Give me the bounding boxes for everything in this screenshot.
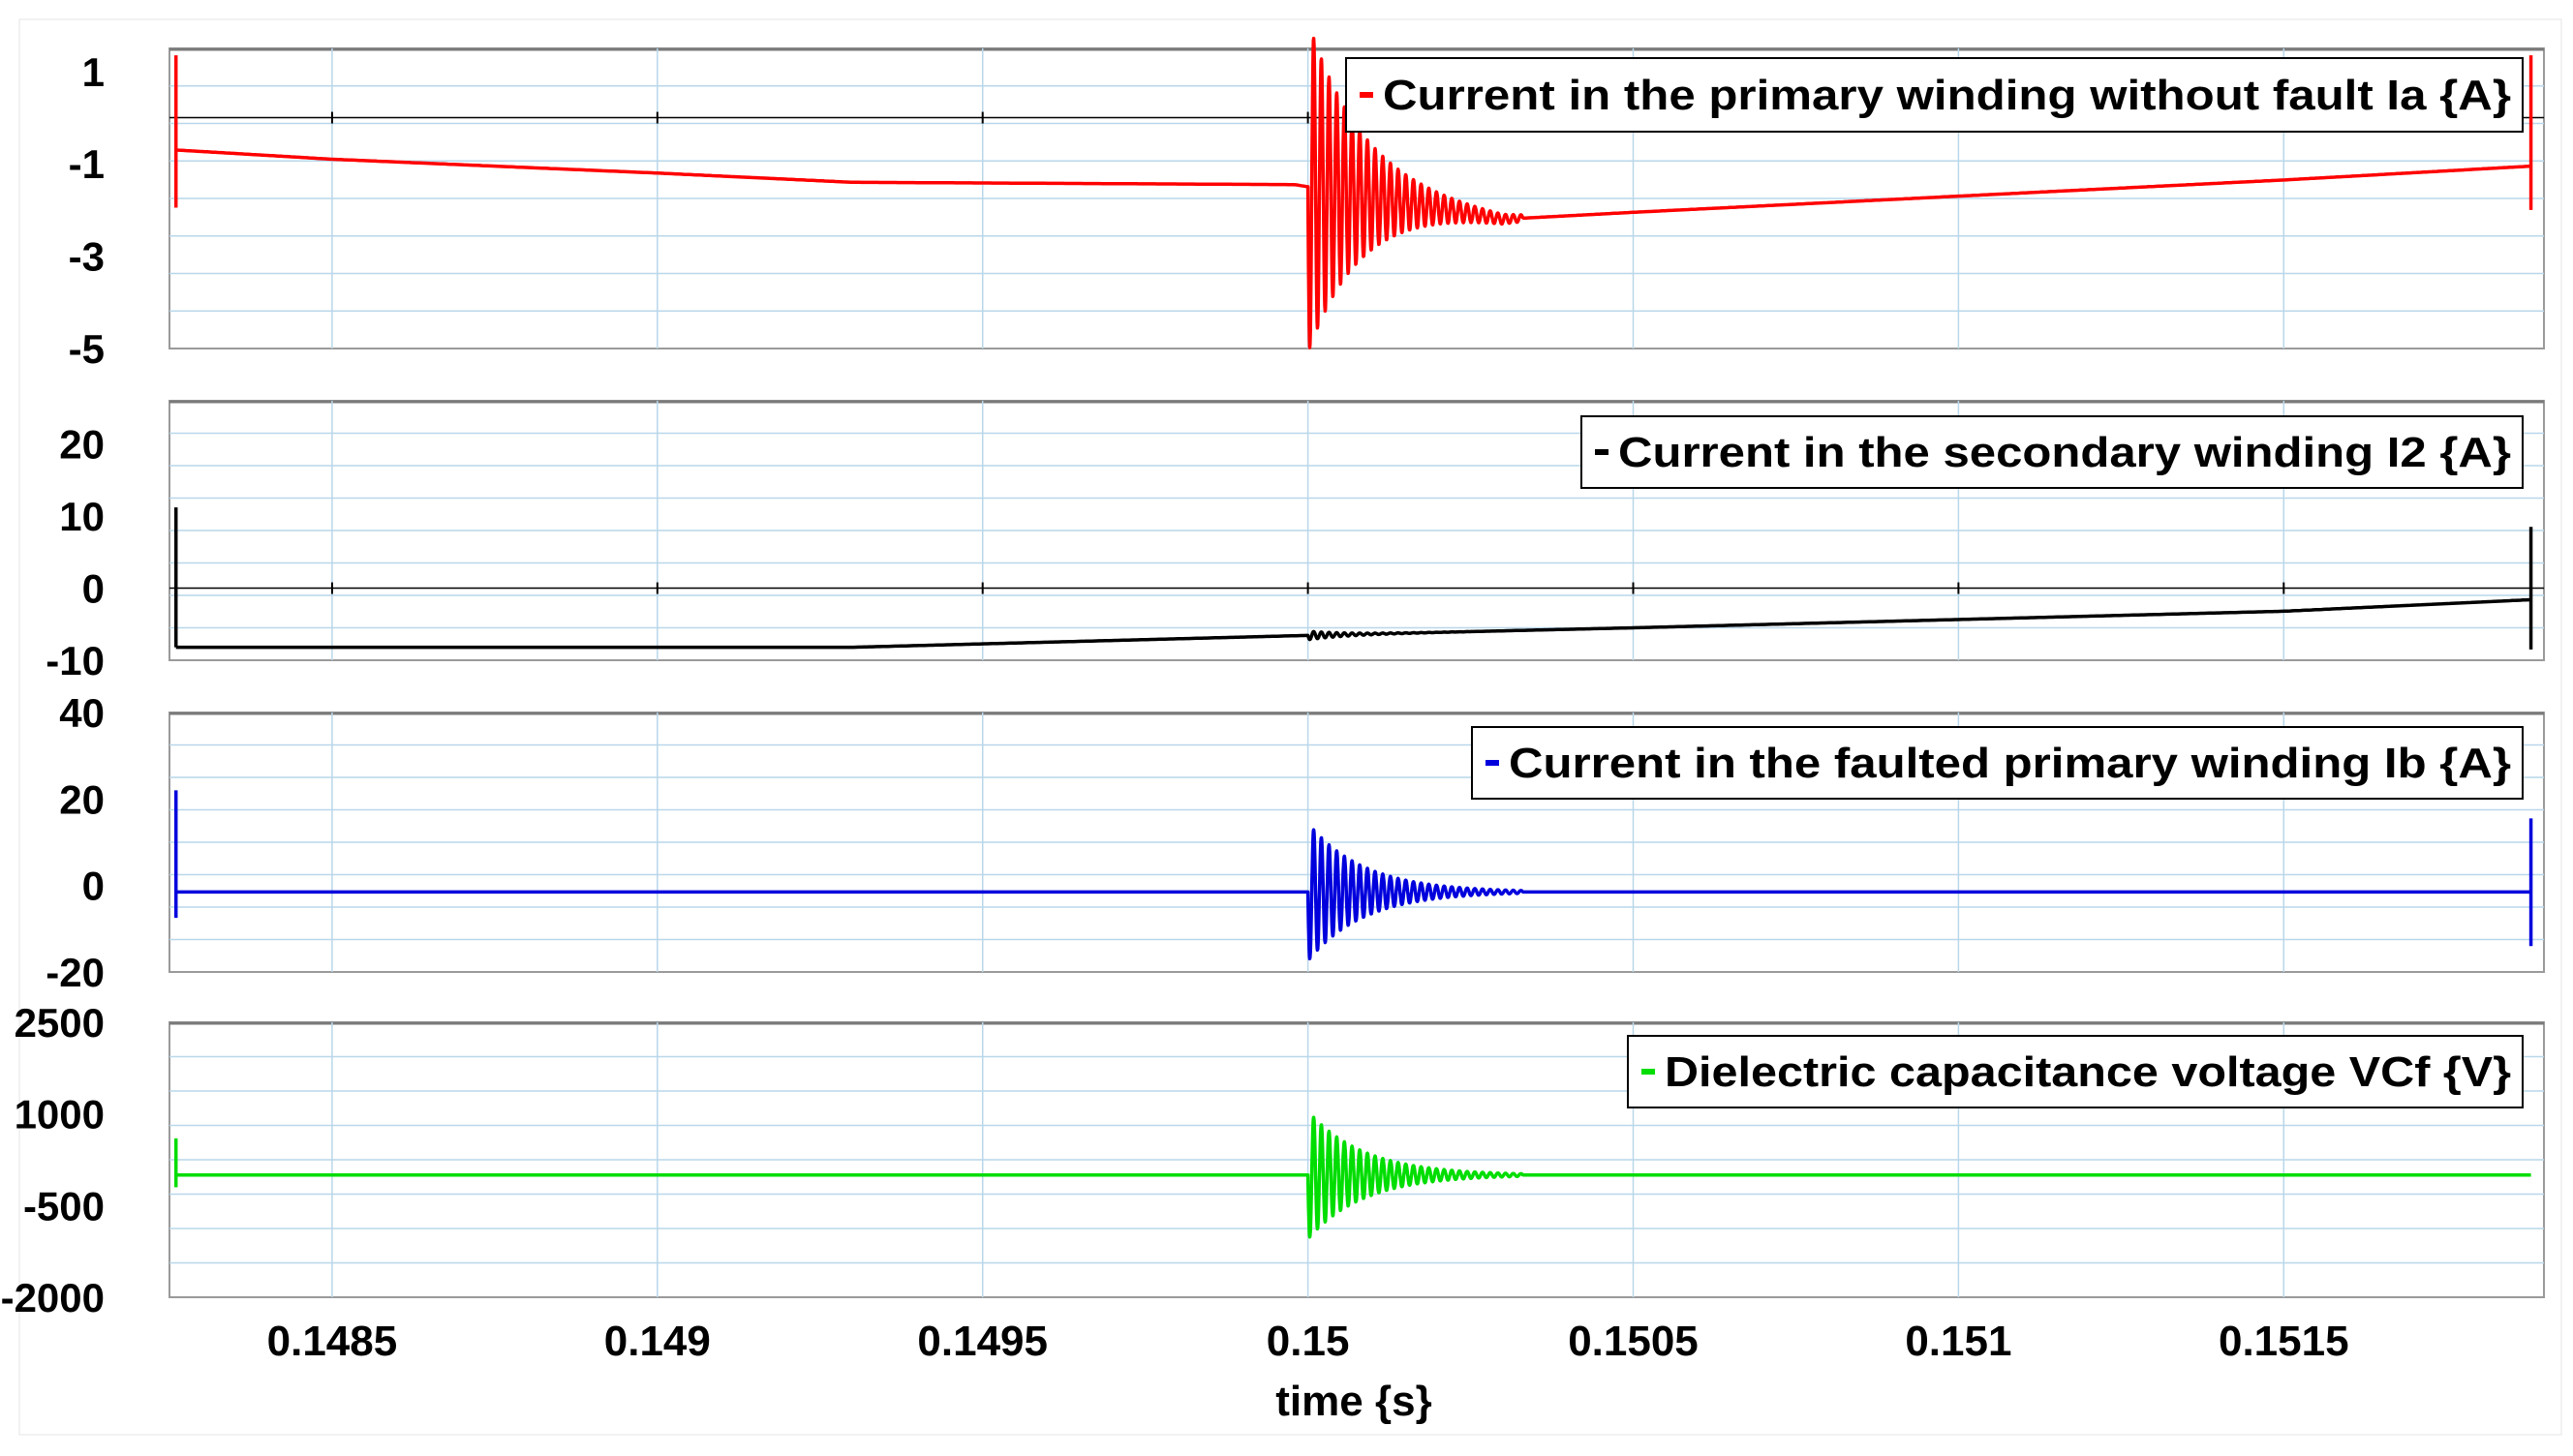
x-tick-label: 0.1505 [1568, 1318, 1699, 1365]
legend-box [1627, 1035, 2524, 1108]
legend: Dielectric capacitance voltage VCf {V} [1627, 1035, 2524, 1108]
x-tick-label: 0.1495 [917, 1318, 1048, 1365]
legend-box [1580, 415, 2524, 489]
legend-label: Current in the faulted primary winding I… [1509, 740, 2511, 787]
panel-1: 1 -1 -3 -5 Current in the primary winding wi… [69, 36, 2545, 372]
series-line [175, 36, 2531, 349]
y-tick-label: 0 [82, 864, 105, 909]
y-tick-label: 20 [59, 422, 105, 468]
y-tick-label: 20 [59, 776, 105, 822]
series-line [175, 1115, 2531, 1239]
x-tick-label: 0.15 [1267, 1318, 1350, 1365]
x-axis-label: time {s} [1275, 1378, 1431, 1425]
x-tick-label: 0.151 [1905, 1318, 2011, 1365]
y-tick-label: -500 [23, 1183, 105, 1228]
y-tick-label: -20 [46, 950, 105, 995]
y-tick-label: 1 [82, 49, 105, 95]
y-tick-label: 1000 [15, 1092, 105, 1138]
y-tick-label: -2000 [1, 1275, 105, 1320]
y-tick-label: 2500 [15, 1000, 105, 1046]
series-line [175, 828, 2531, 961]
series-line [175, 597, 2531, 650]
legend: Current in the secondary winding I2 {A} [1580, 415, 2524, 489]
x-tick-label: 0.1485 [267, 1318, 398, 1365]
y-tick-label: -5 [69, 326, 105, 372]
legend: Current in the primary winding without f… [1345, 57, 2524, 133]
y-tick-label: 10 [59, 494, 105, 539]
panel-2: 20 10 0 -10 Current in the secondary winding… [46, 400, 2545, 683]
y-tick-label: -1 [69, 141, 105, 187]
y-tick-label: 0 [82, 566, 105, 612]
legend-label: Dielectric capacitance voltage VCf {V} [1665, 1048, 2511, 1096]
legend-box [1345, 57, 2524, 133]
legend: Current in the faulted primary winding I… [1471, 726, 2524, 800]
y-tick-label: -3 [69, 234, 105, 280]
panel-4: 2500 1000 -500 -2000 Dielectric capacitance … [1, 1000, 2545, 1320]
x-tick-label: 0.1515 [2219, 1318, 2349, 1365]
plot-panels: 1 -1 -3 -5 Current in the primary winding wi… [1, 36, 2545, 1320]
legend-label: Current in the primary winding without f… [1383, 72, 2511, 119]
x-tick-label: 0.149 [604, 1318, 711, 1365]
y-tick-label: -10 [46, 638, 105, 683]
y-tick-label: 40 [59, 690, 105, 736]
legend-label: Current in the secondary winding I2 {A} [1618, 429, 2511, 476]
legend-box [1471, 726, 2524, 800]
panel-3: 40 20 0 -20 Current in the faulted primary w… [46, 690, 2545, 995]
x-axis: 0.1485 0.149 0.1495 0.15 0.1505 0.151 0.1515 [267, 1318, 2349, 1365]
